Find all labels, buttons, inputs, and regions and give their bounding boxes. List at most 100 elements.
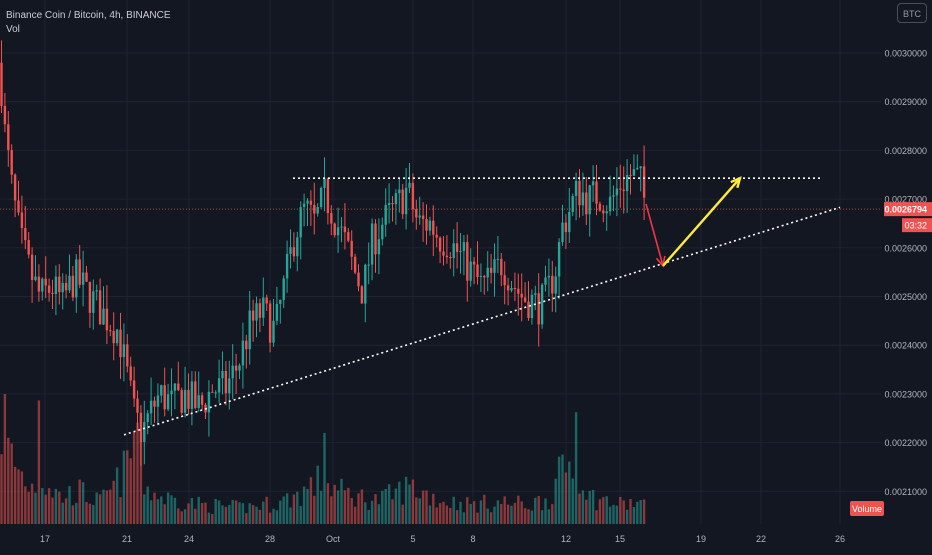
volume-bar (119, 497, 122, 524)
candle-body (445, 255, 449, 258)
volume-bar (336, 490, 340, 524)
volume-bar (387, 484, 391, 524)
volume-bar (217, 500, 221, 524)
volume-bar (483, 494, 486, 524)
volume-bar (370, 500, 374, 524)
candle-body (534, 293, 537, 295)
candle-body (370, 223, 374, 265)
candle-body (292, 247, 296, 257)
currency-badge[interactable]: BTC (897, 3, 927, 23)
candle-body (326, 178, 330, 214)
candle-body (122, 344, 126, 358)
candle-body (622, 189, 625, 192)
candle-body (544, 277, 547, 285)
candle-body (486, 267, 489, 278)
candle-body (432, 220, 435, 235)
candle-body (357, 272, 360, 287)
volume-bar (306, 489, 309, 524)
time-tick-label: 28 (265, 534, 275, 544)
candle-body (527, 301, 530, 319)
volume-bar (333, 484, 336, 524)
volume-bar (58, 491, 61, 524)
volume-bar (564, 472, 568, 524)
candle-body (146, 413, 149, 423)
volume-bar (68, 486, 71, 524)
volume-bar (132, 431, 136, 524)
candle-body (268, 303, 272, 343)
volume-bar (173, 497, 177, 524)
candle-body (394, 193, 398, 205)
candle-body (615, 188, 619, 196)
candle-body (245, 340, 248, 350)
candle-body (574, 180, 578, 197)
candle-body (75, 259, 78, 298)
volume-bar (452, 496, 455, 524)
candle-body (449, 257, 452, 259)
candle-body (272, 320, 275, 343)
volume-bar (27, 491, 30, 524)
volume-bar (24, 486, 27, 524)
volume-bar (262, 501, 265, 524)
volume-bar (428, 505, 432, 524)
volume-bar (381, 490, 384, 524)
candle-body (251, 310, 255, 321)
volume-bar (95, 492, 98, 524)
candle-body (78, 259, 81, 285)
chart-legend[interactable]: Binance Coin / Bitcoin, 4h, BINANCE Vol (6, 9, 171, 37)
volume-badge-bg (850, 501, 884, 516)
candle-body (421, 215, 425, 220)
current-price-tag (884, 202, 932, 217)
candle-body (602, 210, 605, 214)
candle-body (632, 169, 636, 176)
volume-bar (632, 507, 636, 524)
candle-body (139, 412, 143, 442)
volume-bar (51, 497, 54, 524)
volume-bar (540, 510, 544, 524)
volume-bar (122, 450, 126, 524)
volume-bar (285, 493, 289, 524)
candle-body (398, 189, 401, 194)
volume-bar (170, 495, 173, 524)
volume-bar (126, 450, 129, 524)
symbol-title[interactable]: Binance Coin / Bitcoin, 4h, BINANCE (6, 10, 171, 21)
candle-body (177, 383, 180, 391)
price-tick-label: 0.0028000 (884, 146, 927, 156)
candle-body (387, 203, 391, 205)
candle-body (34, 276, 37, 281)
candle-body (598, 203, 602, 211)
candle-body (71, 275, 75, 298)
time-tick-label: 26 (835, 534, 845, 544)
candle-body (115, 329, 119, 344)
candle-body (503, 275, 506, 286)
arrow-up-shaft (662, 177, 741, 267)
candle-body (105, 308, 109, 331)
candle-body (540, 284, 544, 325)
candle-body (197, 395, 200, 408)
candle-body (333, 223, 336, 236)
volume-bar (85, 501, 88, 524)
volume-bar (642, 499, 646, 524)
candle-body (564, 222, 568, 233)
price-tick-label: 0.0021000 (884, 487, 927, 497)
volume-bar (78, 479, 81, 524)
time-tick-label: 22 (756, 534, 766, 544)
candle-body (200, 395, 204, 405)
candle-body (340, 226, 343, 228)
candle-body (353, 256, 357, 273)
volume-bar (486, 508, 489, 524)
volume-legend[interactable]: Vol (6, 24, 20, 35)
volume-bar (153, 492, 156, 524)
volume-bar (442, 501, 445, 524)
volume-bar (105, 490, 109, 524)
candle-body (37, 276, 41, 292)
price-tick-label: 0.0027000 (884, 195, 927, 205)
volume-bar (30, 483, 34, 524)
candle-body (54, 276, 58, 295)
candle-body (343, 226, 347, 233)
volume-bar (418, 498, 421, 524)
volume-bar (275, 510, 279, 524)
volume-bar (449, 507, 452, 524)
candle-body (289, 247, 292, 254)
